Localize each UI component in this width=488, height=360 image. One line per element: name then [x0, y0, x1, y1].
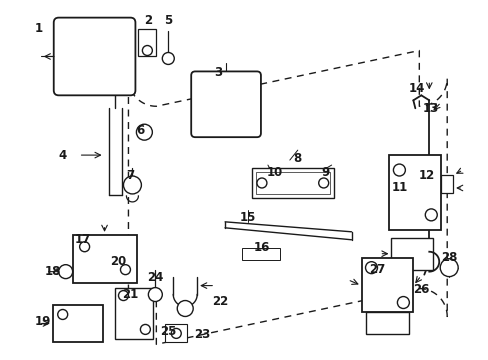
- Text: 11: 11: [390, 181, 407, 194]
- Circle shape: [425, 209, 436, 221]
- Text: 19: 19: [35, 315, 51, 328]
- Circle shape: [171, 328, 181, 338]
- Bar: [388, 155, 440, 230]
- Text: 22: 22: [211, 295, 228, 308]
- Bar: [138, 28, 156, 57]
- Text: 12: 12: [418, 168, 434, 181]
- Bar: [251, 168, 333, 198]
- Text: 20: 20: [110, 255, 126, 268]
- Circle shape: [118, 291, 128, 301]
- Circle shape: [80, 242, 89, 252]
- Circle shape: [120, 265, 130, 275]
- Text: 17: 17: [74, 233, 91, 246]
- Bar: [165, 324, 187, 342]
- Text: 24: 24: [147, 271, 163, 284]
- Text: 23: 23: [194, 328, 210, 341]
- Text: 25: 25: [160, 325, 176, 338]
- Circle shape: [59, 265, 73, 279]
- Text: 8: 8: [293, 152, 301, 165]
- Text: 9: 9: [321, 166, 329, 179]
- Circle shape: [162, 53, 174, 64]
- Text: 27: 27: [368, 263, 385, 276]
- Text: 18: 18: [44, 265, 61, 278]
- Text: 2: 2: [144, 14, 152, 27]
- Bar: [255, 172, 329, 194]
- Bar: [242, 248, 279, 260]
- Bar: [390, 238, 432, 270]
- Circle shape: [148, 288, 162, 302]
- Circle shape: [318, 178, 328, 188]
- Circle shape: [365, 262, 377, 274]
- Text: 4: 4: [59, 149, 67, 162]
- Text: 7: 7: [126, 168, 134, 181]
- Bar: [361, 258, 412, 312]
- Bar: [365, 312, 408, 334]
- Circle shape: [397, 297, 408, 309]
- Text: 26: 26: [412, 283, 428, 296]
- Text: 28: 28: [440, 251, 456, 264]
- Text: 15: 15: [239, 211, 256, 224]
- Circle shape: [439, 259, 457, 276]
- Text: 6: 6: [136, 124, 144, 137]
- Circle shape: [177, 301, 193, 316]
- Bar: [115, 288, 153, 339]
- Text: 16: 16: [253, 241, 269, 254]
- FancyBboxPatch shape: [191, 71, 261, 137]
- Text: 5: 5: [164, 14, 172, 27]
- Text: 13: 13: [422, 102, 439, 115]
- Circle shape: [136, 124, 152, 140]
- Circle shape: [140, 324, 150, 334]
- Bar: [73, 235, 137, 283]
- Text: 1: 1: [35, 22, 43, 35]
- Text: 14: 14: [408, 82, 425, 95]
- Circle shape: [256, 178, 266, 188]
- Text: 10: 10: [266, 166, 283, 179]
- Text: 21: 21: [122, 288, 138, 301]
- Circle shape: [58, 310, 67, 319]
- FancyBboxPatch shape: [54, 18, 135, 95]
- Bar: [440, 175, 452, 193]
- Circle shape: [123, 176, 141, 194]
- Bar: [53, 305, 102, 342]
- Circle shape: [393, 164, 405, 176]
- Circle shape: [142, 45, 152, 55]
- Text: 3: 3: [214, 66, 222, 79]
